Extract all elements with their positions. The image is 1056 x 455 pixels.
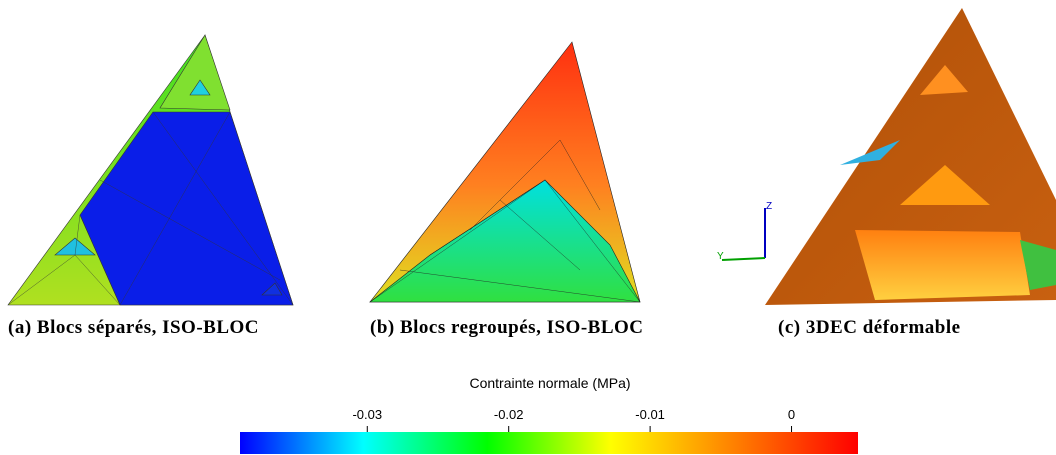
caption-a: (a) Blocs séparés, ISO-BLOC — [8, 317, 259, 338]
panel-a-image — [7, 34, 294, 306]
axis-y-label: Y — [717, 251, 724, 262]
tick-label: 0 — [788, 407, 795, 422]
colorbar-title: Contrainte normale (MPa) — [469, 375, 630, 391]
tick-label: -0.03 — [352, 407, 382, 422]
caption-c: (c) 3DEC déformable — [778, 317, 961, 338]
colorbar: -0.03 -0.02 -0.01 0 — [240, 407, 858, 454]
caption-b: (b) Blocs regroupés, ISO-BLOC — [370, 317, 644, 338]
tick-label: -0.02 — [494, 407, 524, 422]
panel-b-image — [369, 41, 641, 303]
axis-y — [721, 257, 766, 261]
tick-label: -0.01 — [635, 407, 665, 422]
panel-c-image: Z Y — [717, 8, 1056, 305]
colorbar-bar — [240, 432, 858, 454]
axis-z-label: Z — [766, 201, 772, 212]
